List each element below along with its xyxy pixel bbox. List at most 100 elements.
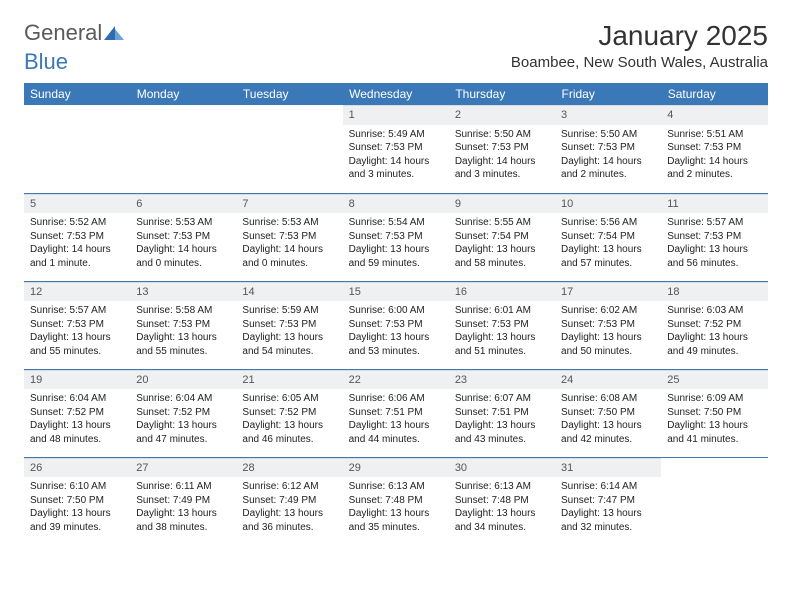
- day-sunrise: Sunrise: 5:57 AM: [30, 304, 124, 318]
- day-number: 11: [661, 194, 767, 214]
- location: Boambee, New South Wales, Australia: [511, 54, 768, 71]
- day-day1: Daylight: 13 hours: [136, 331, 230, 345]
- month-title: January 2025: [511, 20, 768, 52]
- day-sunrise: Sunrise: 6:14 AM: [561, 480, 655, 494]
- day-day2: and 58 minutes.: [455, 257, 549, 271]
- calendar-cell: 14Sunrise: 5:59 AMSunset: 7:53 PMDayligh…: [236, 281, 342, 369]
- day-day1: Daylight: 13 hours: [136, 507, 230, 521]
- day-number: 18: [661, 282, 767, 302]
- day-day2: and 54 minutes.: [242, 345, 336, 359]
- day-day1: Daylight: 13 hours: [242, 507, 336, 521]
- day-sunset: Sunset: 7:53 PM: [561, 141, 655, 155]
- title-block: January 2025 Boambee, New South Wales, A…: [511, 20, 768, 71]
- day-sunset: Sunset: 7:53 PM: [136, 230, 230, 244]
- day-day2: and 48 minutes.: [30, 433, 124, 447]
- day-sunset: Sunset: 7:51 PM: [349, 406, 443, 420]
- calendar-cell: 28Sunrise: 6:12 AMSunset: 7:49 PMDayligh…: [236, 457, 342, 545]
- day-day1: Daylight: 14 hours: [242, 243, 336, 257]
- day-content: Sunrise: 6:07 AMSunset: 7:51 PMDaylight:…: [449, 389, 555, 451]
- day-sunrise: Sunrise: 6:08 AM: [561, 392, 655, 406]
- day-day1: Daylight: 13 hours: [561, 419, 655, 433]
- day-content: Sunrise: 5:57 AMSunset: 7:53 PMDaylight:…: [661, 213, 767, 275]
- day-number: 8: [343, 194, 449, 214]
- day-content: Sunrise: 6:03 AMSunset: 7:52 PMDaylight:…: [661, 301, 767, 363]
- day-day1: Daylight: 13 hours: [30, 507, 124, 521]
- day-day1: Daylight: 13 hours: [561, 507, 655, 521]
- day-number: 15: [343, 282, 449, 302]
- day-sunset: Sunset: 7:52 PM: [242, 406, 336, 420]
- day-sunset: Sunset: 7:47 PM: [561, 494, 655, 508]
- day-day2: and 46 minutes.: [242, 433, 336, 447]
- day-number: 29: [343, 458, 449, 478]
- day-sunset: Sunset: 7:54 PM: [455, 230, 549, 244]
- calendar-cell: 11Sunrise: 5:57 AMSunset: 7:53 PMDayligh…: [661, 193, 767, 281]
- day-sunset: Sunset: 7:53 PM: [349, 230, 443, 244]
- day-sunset: Sunset: 7:52 PM: [136, 406, 230, 420]
- day-day1: Daylight: 13 hours: [242, 419, 336, 433]
- day-content: Sunrise: 5:51 AMSunset: 7:53 PMDaylight:…: [661, 125, 767, 187]
- day-content: Sunrise: 6:02 AMSunset: 7:53 PMDaylight:…: [555, 301, 661, 363]
- calendar-cell: 17Sunrise: 6:02 AMSunset: 7:53 PMDayligh…: [555, 281, 661, 369]
- day-day2: and 59 minutes.: [349, 257, 443, 271]
- day-sunset: Sunset: 7:49 PM: [136, 494, 230, 508]
- brand-general: General: [24, 20, 102, 45]
- day-number: 14: [236, 282, 342, 302]
- day-number: 26: [24, 458, 130, 478]
- day-day1: Daylight: 14 hours: [667, 155, 761, 169]
- day-number: 13: [130, 282, 236, 302]
- calendar-cell: [661, 457, 767, 545]
- triangle-icon: [104, 26, 126, 45]
- day-content: Sunrise: 5:54 AMSunset: 7:53 PMDaylight:…: [343, 213, 449, 275]
- day-sunset: Sunset: 7:53 PM: [455, 318, 549, 332]
- calendar-cell: 23Sunrise: 6:07 AMSunset: 7:51 PMDayligh…: [449, 369, 555, 457]
- day-sunset: Sunset: 7:54 PM: [561, 230, 655, 244]
- day-sunset: Sunset: 7:53 PM: [136, 318, 230, 332]
- day-sunset: Sunset: 7:52 PM: [30, 406, 124, 420]
- day-day2: and 38 minutes.: [136, 521, 230, 535]
- day-day2: and 32 minutes.: [561, 521, 655, 535]
- day-sunrise: Sunrise: 5:50 AM: [455, 128, 549, 142]
- day-day2: and 49 minutes.: [667, 345, 761, 359]
- calendar-cell: 24Sunrise: 6:08 AMSunset: 7:50 PMDayligh…: [555, 369, 661, 457]
- day-number: 19: [24, 370, 130, 390]
- day-content: Sunrise: 6:06 AMSunset: 7:51 PMDaylight:…: [343, 389, 449, 451]
- calendar-cell: 15Sunrise: 6:00 AMSunset: 7:53 PMDayligh…: [343, 281, 449, 369]
- calendar-cell: 22Sunrise: 6:06 AMSunset: 7:51 PMDayligh…: [343, 369, 449, 457]
- day-day2: and 42 minutes.: [561, 433, 655, 447]
- day-sunset: Sunset: 7:53 PM: [349, 141, 443, 155]
- day-content: Sunrise: 6:13 AMSunset: 7:48 PMDaylight:…: [449, 477, 555, 539]
- day-sunset: Sunset: 7:53 PM: [455, 141, 549, 155]
- calendar-row: 12Sunrise: 5:57 AMSunset: 7:53 PMDayligh…: [24, 281, 768, 369]
- day-content: Sunrise: 5:56 AMSunset: 7:54 PMDaylight:…: [555, 213, 661, 275]
- day-number: 22: [343, 370, 449, 390]
- day-day1: Daylight: 14 hours: [561, 155, 655, 169]
- day-number: 12: [24, 282, 130, 302]
- day-content: Sunrise: 6:10 AMSunset: 7:50 PMDaylight:…: [24, 477, 130, 539]
- day-number: 10: [555, 194, 661, 214]
- day-sunrise: Sunrise: 5:55 AM: [455, 216, 549, 230]
- day-day2: and 56 minutes.: [667, 257, 761, 271]
- day-sunset: Sunset: 7:48 PM: [455, 494, 549, 508]
- calendar-row: 1Sunrise: 5:49 AMSunset: 7:53 PMDaylight…: [24, 105, 768, 193]
- day-sunrise: Sunrise: 6:05 AM: [242, 392, 336, 406]
- day-day1: Daylight: 14 hours: [30, 243, 124, 257]
- day-content: Sunrise: 5:53 AMSunset: 7:53 PMDaylight:…: [130, 213, 236, 275]
- calendar-row: 19Sunrise: 6:04 AMSunset: 7:52 PMDayligh…: [24, 369, 768, 457]
- day-content: Sunrise: 6:14 AMSunset: 7:47 PMDaylight:…: [555, 477, 661, 539]
- day-sunrise: Sunrise: 5:54 AM: [349, 216, 443, 230]
- day-day2: and 44 minutes.: [349, 433, 443, 447]
- day-number: 7: [236, 194, 342, 214]
- day-day1: Daylight: 13 hours: [455, 507, 549, 521]
- calendar-cell: 5Sunrise: 5:52 AMSunset: 7:53 PMDaylight…: [24, 193, 130, 281]
- day-day2: and 3 minutes.: [349, 168, 443, 182]
- calendar-cell: 31Sunrise: 6:14 AMSunset: 7:47 PMDayligh…: [555, 457, 661, 545]
- day-day2: and 0 minutes.: [242, 257, 336, 271]
- day-day2: and 2 minutes.: [561, 168, 655, 182]
- day-sunrise: Sunrise: 6:13 AM: [455, 480, 549, 494]
- day-day2: and 3 minutes.: [455, 168, 549, 182]
- day-sunrise: Sunrise: 5:52 AM: [30, 216, 124, 230]
- calendar-cell: 8Sunrise: 5:54 AMSunset: 7:53 PMDaylight…: [343, 193, 449, 281]
- day-sunrise: Sunrise: 6:02 AM: [561, 304, 655, 318]
- calendar-cell: 26Sunrise: 6:10 AMSunset: 7:50 PMDayligh…: [24, 457, 130, 545]
- day-content: Sunrise: 5:49 AMSunset: 7:53 PMDaylight:…: [343, 125, 449, 187]
